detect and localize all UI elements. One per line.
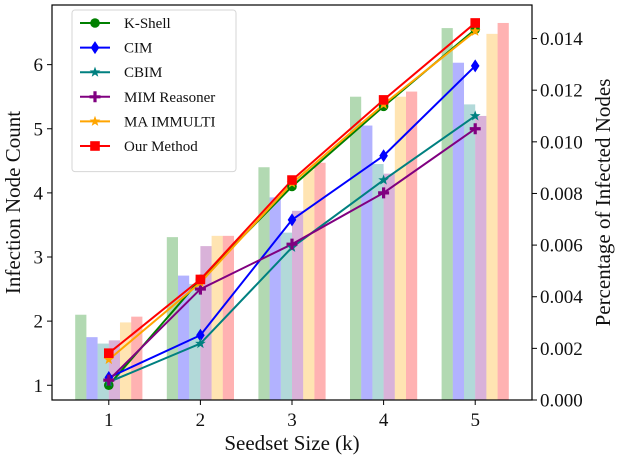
- bar-our-method-k2: [222, 235, 234, 400]
- bar-cbim-k1: [97, 343, 109, 400]
- legend-marker-mim-reasoner: [89, 91, 101, 103]
- x-tick-label: 2: [196, 410, 206, 431]
- legend-box: [71, 9, 237, 173]
- legend-label-cim: CIM: [124, 41, 152, 57]
- marker-mim-reasoner-k3: [286, 238, 298, 250]
- y-left-axis-title: Infection Node Count: [1, 111, 25, 294]
- marker-ma-immulti-k1: [103, 354, 115, 365]
- legend-label-cbim: CBIM: [124, 65, 162, 81]
- y-right-tick-label: 0.012: [540, 81, 583, 102]
- y-right-axis-title: Percentage of Infected Nodes: [591, 79, 615, 327]
- marker-mim-reasoner-k4: [378, 187, 390, 199]
- marker-our-method-k1: [103, 348, 114, 358]
- bar-cim-k3: [269, 197, 281, 400]
- legend-marker-k-shell: [90, 18, 100, 28]
- bar-k-shell-k4: [350, 96, 362, 401]
- y-right-tick-label: 0.008: [540, 184, 583, 205]
- y-left-tick-label: 3: [34, 248, 44, 269]
- marker-ma-immulti-k5: [469, 25, 481, 36]
- x-axis-title: Seedset Size (k): [224, 431, 359, 455]
- marker-our-method-k2: [195, 274, 206, 285]
- x-tick-label: 1: [104, 410, 114, 431]
- bar-cbim-k2: [189, 283, 201, 400]
- marker-cim-k2: [196, 328, 205, 342]
- marker-our-method-k3: [287, 175, 297, 185]
- bar-our-method-k3: [314, 162, 326, 400]
- marker-mim-reasoner-k2: [194, 283, 206, 295]
- legend: K-Shell CIM CBIM MIM Reasoner MA IMMULTI Our …: [71, 9, 237, 173]
- bar-cim-k2: [177, 275, 190, 400]
- marker-cim-k3: [287, 213, 297, 227]
- bar-k-shell-k3: [258, 167, 270, 400]
- bar-k-shell-k2: [166, 237, 178, 400]
- legend-marker-ma-immulti: [89, 115, 101, 126]
- x-tick-label: 4: [379, 410, 389, 431]
- legend-marker-cbim: [89, 66, 101, 77]
- legend-marker-cim: [90, 41, 100, 55]
- markers-layer: [103, 18, 481, 391]
- marker-mim-reasoner-k5: [469, 123, 481, 135]
- marker-cbim-k2: [195, 337, 206, 349]
- bar-k-shell-k1: [75, 314, 87, 400]
- y-right-tick-label: 0.010: [540, 132, 583, 153]
- y-left-tick-label: 2: [34, 312, 44, 333]
- bar-mim-reasoner-k3: [292, 210, 304, 400]
- x-tick-label: 3: [287, 410, 297, 431]
- marker-mim-reasoner-k1: [103, 374, 115, 386]
- bar-mim-reasoner-k1: [108, 340, 120, 400]
- marker-our-method-k5: [470, 18, 481, 28]
- bar-ma-immulti-k4: [394, 96, 407, 401]
- bar-our-method-k5: [497, 22, 509, 400]
- marker-cbim-k4: [378, 174, 389, 185]
- marker-cim-k5: [470, 59, 480, 73]
- bar-cim-k5: [452, 62, 465, 401]
- marker-our-method-k4: [378, 95, 389, 105]
- bar-our-method-k1: [131, 316, 143, 400]
- y-left-tick-label: 5: [34, 119, 44, 140]
- y-left-tick-label: 4: [34, 183, 44, 204]
- bar-mim-reasoner-k2: [200, 246, 212, 400]
- legend-label-our-method: Our Method: [124, 139, 198, 155]
- bar-cim-k1: [86, 337, 98, 400]
- legend-marker-our-method: [90, 141, 100, 151]
- y-left-tick-label: 6: [34, 55, 44, 76]
- bar-k-shell-k5: [441, 28, 453, 401]
- bar-ma-immulti-k2: [211, 235, 223, 400]
- x-tick-label: 5: [470, 410, 480, 431]
- legend-label-mim-reasoner: MIM Reasoner: [124, 90, 215, 106]
- y-right-tick-label: 0.004: [540, 287, 583, 308]
- y-left-tick-label: 1: [34, 376, 44, 397]
- bar-mim-reasoner-k5: [475, 115, 487, 400]
- marker-cbim-k5: [469, 110, 481, 121]
- bar-ma-immulti-k3: [303, 169, 315, 400]
- bar-cbim-k5: [464, 104, 476, 400]
- bar-cim-k4: [361, 125, 373, 401]
- legend-label-ma-immulti: MA IMMULTI: [124, 114, 216, 130]
- bar-cbim-k4: [372, 164, 384, 400]
- bar-cbim-k3: [280, 232, 292, 400]
- bar-mim-reasoner-k4: [383, 173, 395, 400]
- bar-ma-immulti-k5: [486, 33, 498, 400]
- y-right-tick-label: 0.002: [540, 339, 583, 360]
- bars-layer: [75, 22, 509, 401]
- y-right-tick-label: 0.014: [540, 29, 583, 50]
- legend-label-k-shell: K-Shell: [124, 16, 171, 32]
- axes-layer: 1 2 3 4 5 1 2 3 4 5 6 0.000 0.002 0.004 0.006 0.008 0.01…: [34, 29, 584, 431]
- marker-cim-k4: [379, 149, 388, 163]
- bar-ma-immulti-k1: [119, 322, 132, 400]
- bar-our-method-k4: [406, 91, 418, 400]
- y-right-tick-label: 0.006: [540, 236, 583, 257]
- y-right-tick-label: 0.000: [540, 391, 583, 412]
